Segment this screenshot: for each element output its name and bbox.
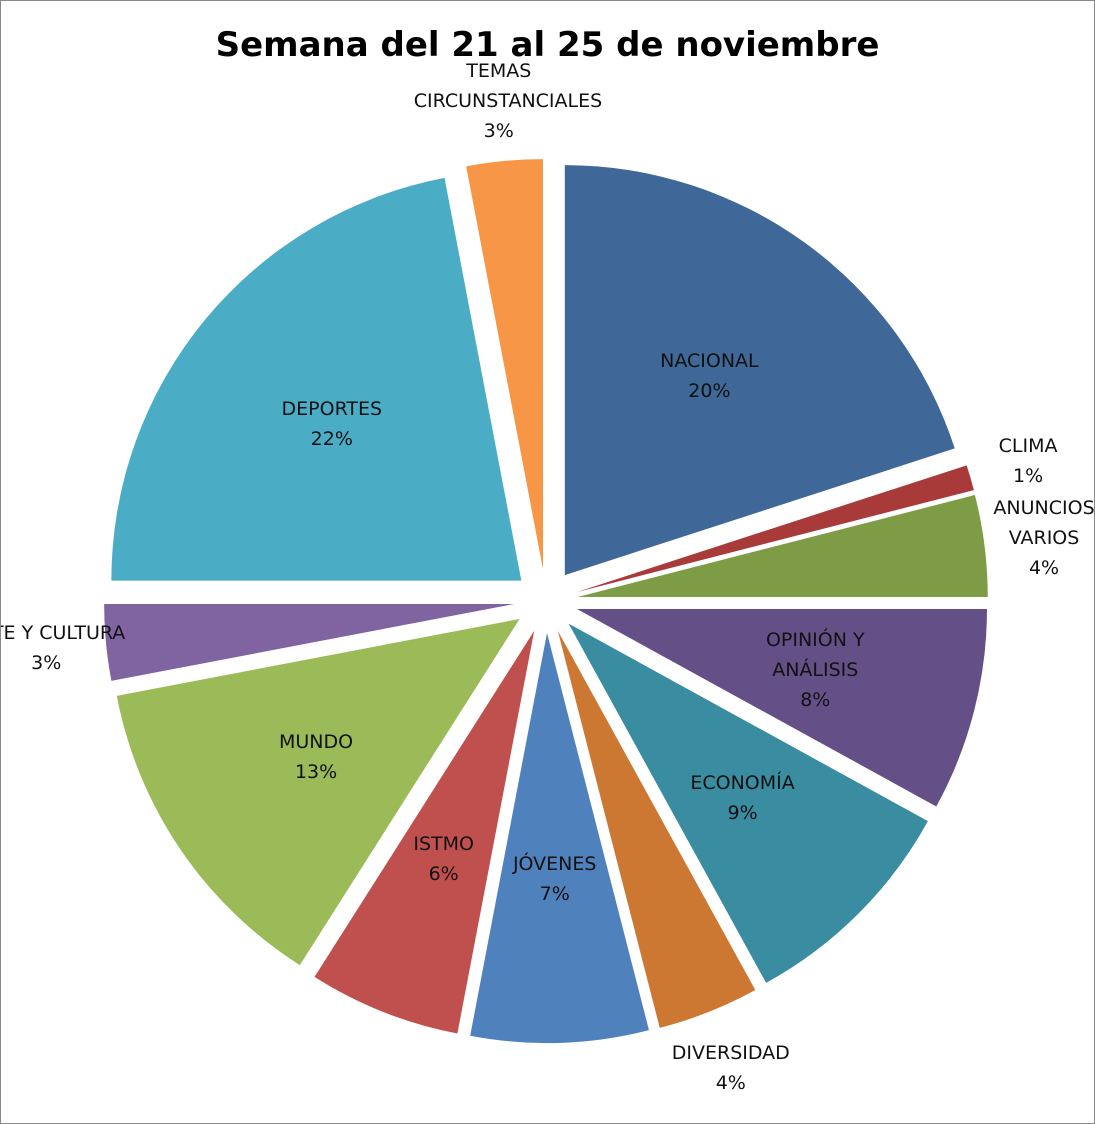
value-label: 3% <box>31 652 62 675</box>
pie-slice <box>470 632 649 1043</box>
chart-title: Semana del 21 al 25 de noviembre <box>215 25 880 65</box>
pie-slice <box>466 159 543 570</box>
data-label: ANUNCIOS VARIOS 4% <box>959 493 1095 583</box>
category-label: JÓVENES <box>512 852 597 875</box>
pie-slice <box>577 495 988 597</box>
data-label: ISTMO 6% <box>359 829 529 889</box>
pie-slice <box>564 165 955 576</box>
category-label: NACIONAL <box>660 350 759 373</box>
data-label: MUNDO 13% <box>231 727 401 787</box>
data-label: JÓVENES 7% <box>470 849 640 909</box>
category-label: ECONOMÍA <box>690 771 795 794</box>
value-label: 13% <box>294 761 338 784</box>
value-label: 7% <box>539 882 570 905</box>
value-label: 9% <box>727 801 758 824</box>
pie-slice <box>116 618 520 966</box>
data-label: CLIMA 1% <box>943 431 1094 491</box>
data-label: DIVERSIDAD 4% <box>646 1038 816 1098</box>
category-label: ISTMO <box>413 833 474 856</box>
value-label: 22% <box>310 427 353 450</box>
category-label: OPINIÓN Y ANÁLISIS <box>765 629 865 682</box>
value-label: 8% <box>800 689 831 712</box>
data-label: DEPORTES 22% <box>247 394 417 454</box>
pie-slice <box>111 177 522 581</box>
data-label: ECONOMÍA 9% <box>658 768 828 828</box>
category-label: DIVERSIDAD <box>671 1041 790 1064</box>
pie-slice <box>576 465 974 593</box>
category-label: MUNDO <box>279 731 354 754</box>
data-label: NACIONAL 20% <box>624 346 794 406</box>
value-label: 1% <box>1012 464 1044 487</box>
value-label: 4% <box>1028 557 1060 580</box>
data-label: TEMAS CIRCUNSTANCIALES 3% <box>413 56 603 146</box>
category-label: TEMAS CIRCUNSTANCIALES <box>413 60 603 113</box>
pie-slice <box>314 630 535 1034</box>
category-label: ANUNCIOS VARIOS <box>993 497 1095 550</box>
category-label: ARTE Y CULTURA <box>1 622 126 645</box>
category-label: CLIMA <box>998 434 1058 457</box>
value-label: 3% <box>483 120 514 143</box>
pie-slice <box>104 604 515 681</box>
category-label: DEPORTES <box>281 397 383 420</box>
data-label: ARTE Y CULTURA 3% <box>1 618 131 678</box>
pie-slice <box>557 630 756 1028</box>
value-label: 4% <box>715 1071 746 1094</box>
data-label: OPINIÓN Y ANÁLISIS 8% <box>730 625 900 715</box>
pie-slice <box>568 623 928 983</box>
pie-slice <box>576 608 987 807</box>
value-label: 6% <box>428 863 459 886</box>
value-label: 20% <box>688 380 731 403</box>
